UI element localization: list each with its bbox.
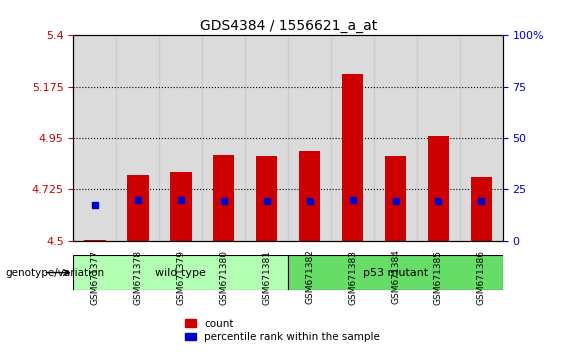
Bar xyxy=(202,35,245,241)
Text: GSM671383: GSM671383 xyxy=(348,250,357,304)
Text: genotype/variation: genotype/variation xyxy=(6,268,105,278)
Text: wild type: wild type xyxy=(155,268,206,278)
Text: GSM671377: GSM671377 xyxy=(90,250,99,304)
Text: GSM671384: GSM671384 xyxy=(391,250,400,304)
Text: GSM671386: GSM671386 xyxy=(477,250,486,304)
Bar xyxy=(127,175,149,241)
Legend: count, percentile rank within the sample: count, percentile rank within the sample xyxy=(182,316,383,345)
Text: GSM671380: GSM671380 xyxy=(219,250,228,304)
Title: GDS4384 / 1556621_a_at: GDS4384 / 1556621_a_at xyxy=(199,19,377,33)
Text: GSM671385: GSM671385 xyxy=(434,250,443,304)
Bar xyxy=(385,156,406,241)
Bar xyxy=(299,150,320,241)
FancyBboxPatch shape xyxy=(288,255,503,290)
Bar xyxy=(256,156,277,241)
Bar xyxy=(73,35,116,241)
Bar xyxy=(84,240,106,241)
Bar xyxy=(245,35,288,241)
Text: GSM671382: GSM671382 xyxy=(305,250,314,304)
Text: GSM671379: GSM671379 xyxy=(176,250,185,304)
Bar xyxy=(428,136,449,241)
FancyBboxPatch shape xyxy=(73,255,288,290)
Bar xyxy=(417,35,460,241)
Bar xyxy=(342,74,363,241)
Bar xyxy=(288,35,331,241)
Bar xyxy=(170,172,192,241)
Bar xyxy=(460,35,503,241)
Bar xyxy=(116,35,159,241)
Bar xyxy=(374,35,417,241)
Text: p53 mutant: p53 mutant xyxy=(363,268,428,278)
Text: GSM671378: GSM671378 xyxy=(133,250,142,304)
Bar xyxy=(471,177,492,241)
Bar xyxy=(331,35,374,241)
Bar xyxy=(159,35,202,241)
Bar xyxy=(213,155,234,241)
Text: GSM671381: GSM671381 xyxy=(262,250,271,304)
